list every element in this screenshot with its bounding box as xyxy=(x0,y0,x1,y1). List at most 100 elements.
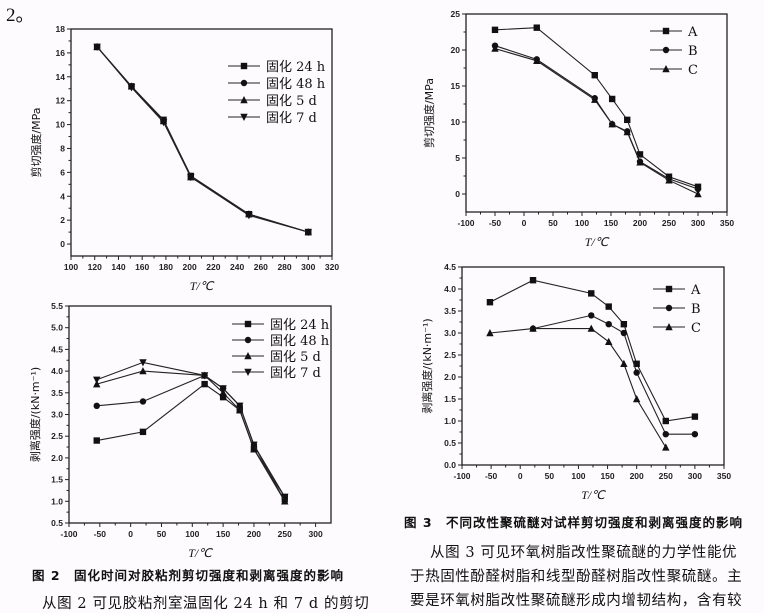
body-text-left-line1: 从图 2 可见胶粘剂室温固化 24 h 和 7 d 的剪切 xyxy=(42,596,370,612)
y-tick-label: 5.5 xyxy=(51,301,63,311)
x-tick-label: 200 xyxy=(633,218,647,228)
series-line xyxy=(96,361,286,498)
x-tick-label: 280 xyxy=(277,262,291,272)
series-line xyxy=(96,370,286,502)
page-fragment: 2。 xyxy=(6,5,35,26)
x-axis-label: T/℃ xyxy=(188,546,213,560)
data-point xyxy=(662,431,669,438)
data-point xyxy=(691,431,699,438)
data-point xyxy=(608,95,616,103)
y-tick-label: 10 xyxy=(56,120,66,130)
x-tick-label: 150 xyxy=(604,218,618,228)
x-tick-label: 300 xyxy=(308,529,322,539)
y-tick-label: 8 xyxy=(60,143,65,153)
x-tick-label: 120 xyxy=(88,262,102,272)
x-tick-label: 300 xyxy=(691,218,705,228)
legend-marker xyxy=(240,79,248,87)
data-point xyxy=(633,360,640,367)
data-point xyxy=(139,428,147,436)
x-tick-label: 200 xyxy=(247,529,261,539)
y-tick-label: 3.5 xyxy=(51,388,63,398)
y-tick-label: 20 xyxy=(451,45,461,55)
x-tick-label: 50 xyxy=(548,218,558,228)
y-tick-label: 3.5 xyxy=(444,306,456,316)
figure3-caption: 图 3 不同改性聚硫醚对试样剪切强度和剥离强度的影响 xyxy=(404,515,744,530)
x-tick-label: 0 xyxy=(518,471,523,481)
legend-marker xyxy=(665,323,673,331)
y-tick-label: 2.0 xyxy=(51,453,63,463)
data-point xyxy=(662,417,669,425)
x-tick-label: 0 xyxy=(522,218,527,228)
y-tick-label: 2.5 xyxy=(444,350,456,360)
x-tick-label: 350 xyxy=(717,471,731,481)
x-tick-label: -100 xyxy=(457,218,474,228)
data-point xyxy=(491,44,499,52)
data-point xyxy=(529,277,537,284)
legend-label: A xyxy=(687,25,698,40)
y-tick-label: 25 xyxy=(451,9,461,19)
y-tick-label: 4.0 xyxy=(51,366,63,376)
x-axis-label: T/℃ xyxy=(190,279,215,293)
data-point xyxy=(201,380,208,388)
data-point xyxy=(623,128,631,136)
y-tick-label: 2 xyxy=(60,215,65,225)
legend-label: 固化 24 h xyxy=(270,318,330,333)
x-tick-label: 300 xyxy=(301,262,315,272)
data-point xyxy=(636,151,644,158)
legend-marker xyxy=(244,352,252,360)
y-tick-label: 0.5 xyxy=(51,518,63,528)
data-point xyxy=(187,173,195,182)
chart-fig2a: 100 120 140 160 180 200 220 240 260 280 300 320 0 2 4 6… xyxy=(29,24,339,293)
y-tick-label: 1.5 xyxy=(444,394,456,404)
x-tick-label: 150 xyxy=(600,471,614,481)
y-axis-label: 剪切强度/MPa xyxy=(29,107,43,177)
data-point xyxy=(533,56,541,64)
body-text-right-line3: 要是环氧树脂改性聚硫醚形成内增韧结构，含有较 xyxy=(410,593,743,609)
x-tick-label: 260 xyxy=(254,262,268,272)
x-tick-label: -100 xyxy=(60,529,77,539)
y-tick-label: 0.0 xyxy=(444,460,456,470)
data-point xyxy=(624,116,631,124)
data-point xyxy=(608,120,616,128)
data-point xyxy=(250,441,258,449)
data-point xyxy=(219,385,227,393)
legend-marker xyxy=(665,304,673,312)
y-tick-label: 16 xyxy=(56,48,66,58)
y-tick-label: 5.0 xyxy=(51,323,63,333)
legend-marker xyxy=(662,65,670,73)
data-point xyxy=(491,26,499,34)
data-point xyxy=(93,437,100,444)
data-point xyxy=(587,324,595,332)
data-point xyxy=(486,329,494,337)
data-point xyxy=(633,369,640,376)
legend-marker xyxy=(665,285,673,293)
x-tick-label: 160 xyxy=(135,262,149,272)
data-point xyxy=(605,303,612,310)
y-tick-label: 0.5 xyxy=(444,438,456,448)
data-point xyxy=(139,359,147,367)
series-A: A xyxy=(486,277,701,425)
y-tick-label: 15 xyxy=(451,81,461,91)
y-tick-label: 3.0 xyxy=(444,328,456,338)
y-tick-label: 3.0 xyxy=(51,410,63,420)
data-point xyxy=(139,367,147,375)
y-tick-label: 1.0 xyxy=(51,496,63,506)
y-tick-label: 2.5 xyxy=(51,431,63,441)
data-point xyxy=(219,393,227,401)
x-tick-label: 100 xyxy=(64,262,78,272)
legend-label: 固化 48 h xyxy=(270,334,330,349)
y-tick-label: 4 xyxy=(60,191,65,201)
x-tick-label: 250 xyxy=(278,529,292,539)
x-tick-label: 320 xyxy=(325,262,339,272)
data-point xyxy=(127,84,136,92)
data-point xyxy=(588,312,595,319)
y-tick-label: 0 xyxy=(60,239,65,249)
series-line xyxy=(96,46,309,233)
data-point xyxy=(200,372,209,380)
x-tick-label: 240 xyxy=(230,262,244,272)
x-axis-label: T/℃ xyxy=(585,235,610,249)
y-tick-label: 0 xyxy=(455,189,460,199)
series-固化-7-d: 固化 7 d xyxy=(93,43,317,237)
x-tick-label: 140 xyxy=(111,262,125,272)
x-tick-label: 350 xyxy=(720,218,734,228)
